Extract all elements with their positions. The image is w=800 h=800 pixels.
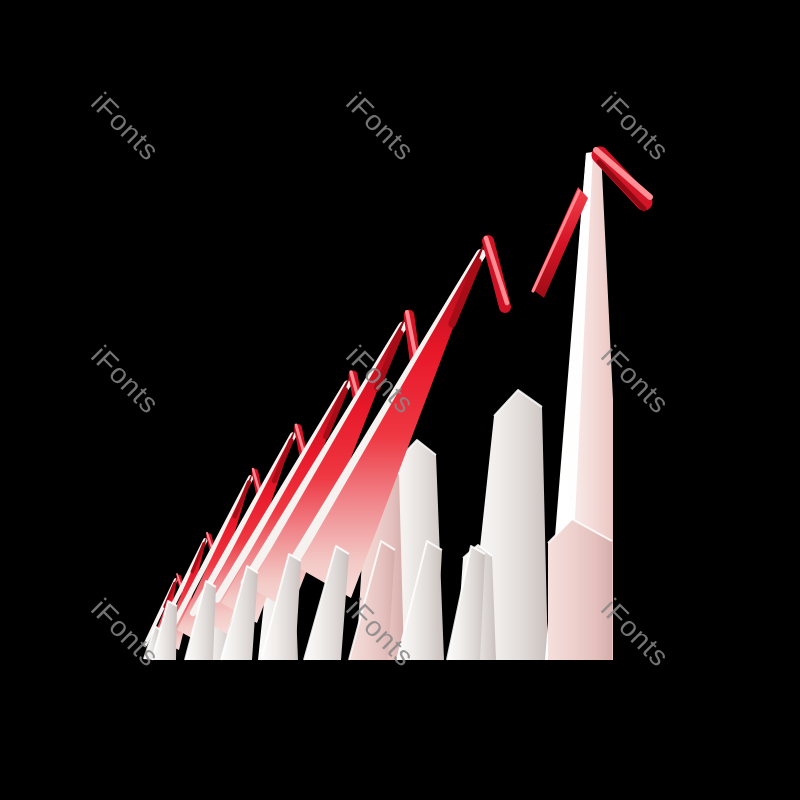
foreground-bar-column (349, 541, 395, 660)
arrowhead-left-barb (163, 581, 177, 609)
arrowhead-tip-highlight (483, 235, 510, 306)
foreground-bar-column (152, 601, 177, 660)
main-arrowhead-left-barb (532, 187, 588, 298)
background-bar-column-bevel-highlight (493, 389, 543, 417)
foreground-bar-column-bevel-highlight (143, 625, 161, 660)
arrowhead-left-barb (271, 438, 294, 484)
foreground-bar-column-bevel-highlight (260, 553, 302, 661)
main-arrowhead-barb-highlight (531, 189, 581, 293)
foreground-pink-block (548, 519, 612, 660)
foreground-pink-block-bevel-highlight (547, 518, 613, 544)
foreground-bar-column-bevel-highlight (446, 545, 486, 661)
foreground-bar-column (261, 554, 301, 660)
foreground-bar-column (144, 626, 160, 660)
foreground-bar-column (447, 546, 485, 660)
foreground-bar-column (221, 566, 258, 660)
arrow-red-spike (197, 425, 297, 634)
foreground-bar-column (304, 546, 349, 660)
arrowhead-left-barb (232, 480, 252, 519)
foreground-bar-column-bevel-highlight (396, 540, 443, 661)
arrowhead-left-barb (373, 329, 404, 391)
arrowhead-left-barb (448, 258, 482, 328)
foreground-bar-column-bevel-highlight (348, 540, 396, 661)
background-bar-column-bevel-highlight (462, 544, 493, 559)
main-arrowhead-tip-highlight (593, 147, 653, 200)
arrowhead-left-barb (322, 387, 349, 440)
arrowhead-left-barb (190, 542, 206, 574)
foreground-bar-column (397, 541, 442, 660)
foreground-bar-column (185, 581, 216, 660)
foreground-bar-column-bevel-highlight (303, 545, 350, 661)
foreground-bar-column-bevel-highlight (220, 565, 259, 661)
foreground-bar-column-bevel-highlight (184, 580, 217, 661)
arrow-red-spike (249, 312, 408, 611)
foreground-bar-column-bevel-highlight (151, 600, 178, 661)
arrow-red-spike (297, 238, 487, 598)
main-arrowhead-tip-shadow (596, 159, 647, 212)
arrow-red-spike (221, 372, 352, 623)
arrow-shaft-white-strip (170, 475, 254, 629)
